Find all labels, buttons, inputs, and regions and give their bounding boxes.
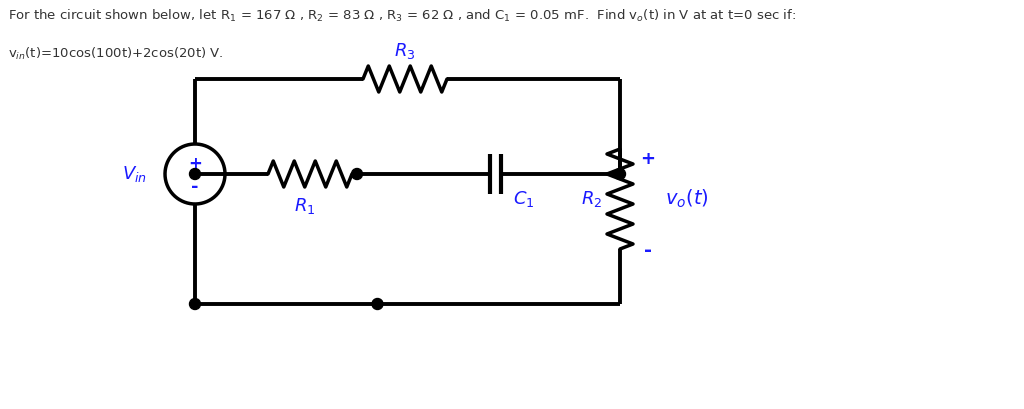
Text: $v_o(t)$: $v_o(t)$ xyxy=(665,188,709,210)
Text: -: - xyxy=(191,178,199,196)
Circle shape xyxy=(189,169,201,180)
Circle shape xyxy=(189,299,201,310)
Text: +: + xyxy=(640,150,655,168)
Text: $R_3$: $R_3$ xyxy=(394,41,416,61)
Text: $R_1$: $R_1$ xyxy=(294,196,315,216)
Circle shape xyxy=(351,169,362,180)
Text: $V_{in}$: $V_{in}$ xyxy=(122,164,147,184)
Text: $R_2$: $R_2$ xyxy=(581,189,602,209)
Circle shape xyxy=(372,299,383,310)
Text: +: + xyxy=(188,155,202,173)
Text: For the circuit shown below, let R$_1$ = 167 $\Omega$ , R$_2$ = 83 $\Omega$ , R$: For the circuit shown below, let R$_1$ =… xyxy=(8,8,796,24)
Text: v$_{in}$(t)=10cos(100t)+2cos(20t) V.: v$_{in}$(t)=10cos(100t)+2cos(20t) V. xyxy=(8,46,223,62)
Text: $C_1$: $C_1$ xyxy=(513,189,535,209)
Circle shape xyxy=(614,169,626,180)
Text: -: - xyxy=(644,241,652,261)
